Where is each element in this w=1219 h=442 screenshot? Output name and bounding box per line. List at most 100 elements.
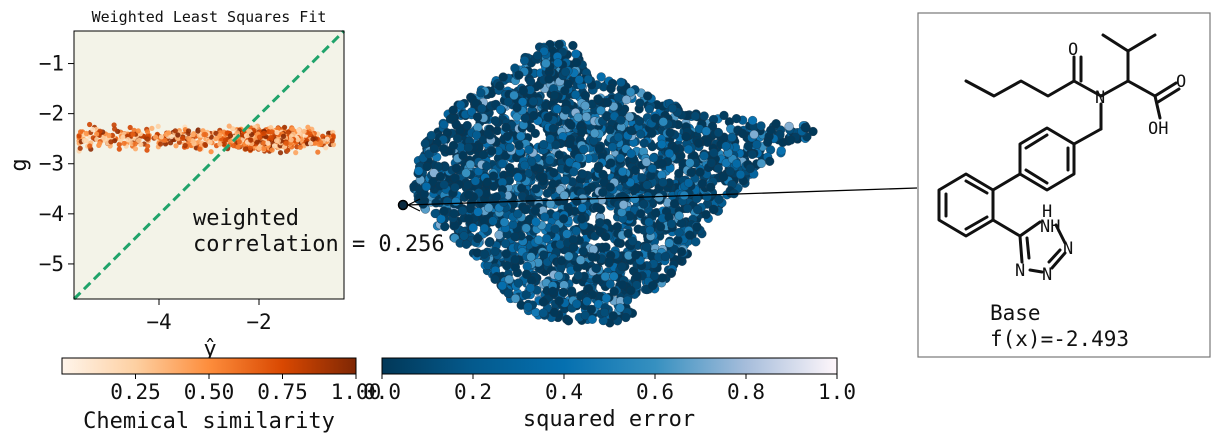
embedding-point [521, 205, 531, 215]
embedding-point [580, 101, 590, 111]
embedding-point [543, 112, 553, 122]
embedding-point [647, 163, 657, 174]
embedding-point [577, 127, 587, 137]
atom-n-amide: N [1095, 88, 1105, 108]
wls-point [106, 132, 112, 138]
embedding-point [465, 159, 475, 170]
embedding-point [647, 142, 657, 152]
molecule-panel: O O OH N H NH N N N Base f(x)=-2.493 [917, 12, 1211, 358]
embedding-point [523, 302, 533, 312]
wls-y-axis-label: g [7, 158, 32, 171]
embedding-point [608, 311, 618, 321]
embedding-point [554, 296, 564, 306]
embedding-point [632, 271, 642, 281]
embedding-point [643, 91, 653, 101]
embedding-point [644, 217, 654, 227]
embedding-point [548, 286, 558, 296]
embedding-point [630, 194, 640, 204]
wls-point [145, 136, 151, 142]
embedding-point [745, 163, 755, 173]
embedding-point [609, 271, 619, 281]
wls-point [135, 138, 141, 144]
embedding-point [601, 293, 611, 303]
wls-point [158, 141, 164, 147]
embedding-point [657, 139, 667, 149]
embedding-point [666, 219, 677, 229]
embedding-point [524, 145, 534, 155]
embedding-point [463, 142, 474, 153]
wls-point [155, 123, 161, 129]
embedding-point [591, 263, 601, 273]
wls-point [226, 123, 232, 129]
wls-point [269, 147, 275, 153]
embedding-point [701, 126, 711, 136]
wls-point [305, 124, 311, 130]
embedding-point [549, 90, 559, 100]
wls-point [130, 131, 136, 137]
embedding-point [639, 199, 649, 209]
embedding-point [766, 125, 776, 135]
embedding-point [581, 112, 591, 122]
colorbar-tick-label: 0.25 [110, 380, 161, 404]
wls-point [330, 142, 337, 148]
embedding-point [587, 314, 597, 324]
embedding-point [600, 271, 610, 282]
embedding-point [721, 141, 731, 151]
embedding-point [435, 172, 446, 182]
embedding-point [725, 166, 735, 177]
wls-point [285, 147, 291, 153]
embedding-point [513, 172, 523, 182]
wls-point [318, 140, 324, 146]
colorbar-tick-label: 0.0 [363, 380, 401, 404]
embedding-point [498, 72, 508, 82]
embedding-point [690, 111, 700, 121]
wls-point [202, 141, 208, 148]
embedding-point [451, 163, 461, 173]
embedding-point [525, 283, 536, 293]
embedding-point [564, 251, 574, 261]
embedding-point [650, 113, 661, 123]
wls-point [307, 131, 313, 137]
wls-point [132, 146, 139, 152]
embedding-point [566, 120, 576, 130]
wls-point [288, 137, 294, 143]
wls-point [144, 129, 151, 135]
embedding-point [685, 158, 695, 168]
embedding-point [473, 233, 483, 244]
wls-x-axis-label: ŷ [203, 337, 216, 362]
embedding-point [786, 135, 796, 145]
embedding-point [695, 167, 705, 177]
wls-point [190, 138, 196, 144]
embedding-point [639, 138, 649, 148]
embedding-point [550, 224, 560, 234]
embedding-point [601, 242, 611, 252]
wls-point [111, 122, 117, 128]
wls-y-tick-label: −1 [39, 52, 64, 76]
embedding-point [648, 281, 658, 291]
wls-point [282, 124, 288, 130]
embedding-point [487, 146, 497, 156]
embedding-point [526, 252, 536, 262]
embedding-panel [397, 39, 918, 328]
colorbar-tick-label: 0.2 [454, 380, 492, 404]
embedding-point [479, 223, 490, 233]
wls-point [149, 125, 155, 131]
colorbar-tick-label: 0.8 [727, 380, 765, 404]
embedding-point [478, 150, 489, 160]
embedding-point [497, 159, 507, 169]
embedding-point [686, 167, 696, 178]
embedding-point [539, 139, 549, 150]
embedding-point [595, 218, 605, 228]
wls-point [310, 136, 316, 142]
wls-point [132, 141, 138, 147]
wls-point [131, 127, 137, 133]
embedding-point [448, 105, 458, 115]
embedding-point [685, 230, 695, 240]
wls-point [231, 143, 237, 149]
embedding-point [706, 182, 716, 192]
atom-o-carbonyl: O [1068, 40, 1078, 60]
wls-point [297, 144, 303, 150]
wls-point [221, 141, 227, 147]
wls-point [108, 139, 114, 145]
highlighted-point[interactable] [397, 199, 409, 211]
